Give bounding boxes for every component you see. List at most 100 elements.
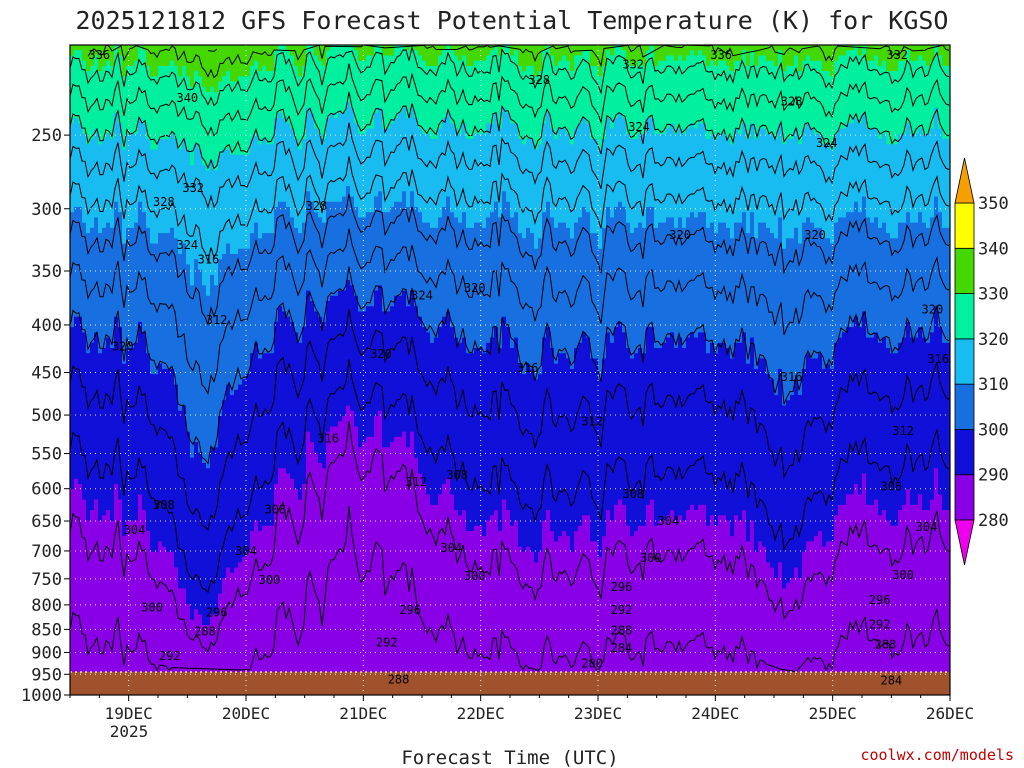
fill-band-segment [362,45,367,62]
fill-band-segment [94,217,99,333]
fill-band-segment [730,238,735,360]
fill-band-segment [486,520,491,673]
fill-band-segment [118,499,123,673]
fill-band-segment [662,520,667,673]
fill-band-segment [338,45,343,114]
fill-band-segment [594,139,599,234]
fill-band-segment [638,348,643,527]
fill-band-segment [478,60,483,135]
contour-value-label: 316 [517,361,539,375]
fill-band-segment [550,530,555,673]
fill-band-segment [750,123,755,213]
fill-band-segment [222,400,227,579]
fill-band-segment [558,222,563,354]
fill-band-segment [358,447,363,673]
fill-band-segment [110,45,115,67]
fill-band-segment [342,45,347,114]
fill-band-segment [414,306,419,459]
fill-band-segment [182,405,187,589]
fill-band-segment [558,128,563,224]
fill-band-segment [930,332,935,501]
fill-band-segment [398,201,403,297]
fill-band-segment [334,45,339,119]
fill-band-segment [570,551,575,673]
fill-band-segment [714,353,719,527]
fill-band-segment [458,515,463,673]
fill-band-segment [118,212,123,328]
fill-band-segment [906,489,911,673]
fill-band-segment [750,520,755,673]
fill-band-segment [638,133,643,224]
fill-band-segment [598,379,603,558]
fill-band-segment [86,45,91,72]
fill-band-segment [658,45,663,62]
fill-band-segment [454,128,459,219]
fill-band-segment [710,342,715,516]
fill-band-segment [686,510,691,673]
y-axis-tick-label: 850 [31,620,62,640]
fill-band-segment [510,348,515,527]
fill-band-segment [94,332,99,501]
fill-band-segment [810,60,815,130]
fill-band-segment [354,45,359,51]
fill-band-segment [682,520,687,673]
fill-band-segment [594,358,599,542]
fill-band-segment [682,133,687,229]
fill-band-segment [730,45,735,72]
fill-band-segment [118,55,123,124]
fill-band-segment [266,353,271,527]
fill-band-segment [218,154,223,260]
fill-band-segment [474,45,479,62]
fill-band-segment [514,123,519,213]
fill-band-segment [830,541,835,673]
fill-band-segment [386,128,391,213]
fill-band-segment [686,45,691,57]
fill-band-segment [910,222,915,339]
fill-band-segment [170,60,175,135]
fill-band-segment [374,415,379,673]
fill-band-segment [222,577,227,673]
fill-band-segment [706,227,711,354]
fill-band-segment [550,45,555,57]
fill-band-segment [714,233,719,354]
fill-band-segment [306,290,311,433]
contour-value-label: 284 [611,641,633,655]
contour-line [70,506,950,673]
fill-band-segment [930,45,935,62]
fill-band-segment [638,60,643,135]
x-axis-tick-label: 20DEC [222,704,270,723]
fill-band-segment [278,45,283,114]
fill-band-segment [438,128,443,219]
fill-band-segment [442,483,447,673]
fill-band-segment [698,45,703,51]
fill-band-segment [742,50,747,124]
fill-band-segment [786,400,791,584]
fill-band-segment [426,45,431,67]
fill-band-segment [374,196,379,292]
fill-band-segment [538,144,543,239]
fill-band-segment [138,45,143,119]
fill-band-segment [658,348,663,522]
fill-band-segment [490,45,495,51]
fill-band-segment [502,191,507,318]
contour-value-label: 328 [528,73,550,87]
fill-band-segment [134,342,139,522]
fill-band-segment [518,65,523,140]
fill-band-segment [214,447,219,616]
fill-band-segment [602,45,607,67]
fill-band-segment [706,65,711,140]
fill-band-segment [218,415,223,595]
fill-band-segment [254,133,259,224]
fill-band-segment [594,541,599,673]
fill-band-segment [178,254,183,412]
fill-band-segment [798,395,803,579]
fill-band-segment [858,494,863,673]
fill-band-segment [250,65,255,140]
fill-band-segment [942,45,947,67]
fill-band-segment [602,536,607,673]
fill-band-segment [90,510,95,673]
fill-band-segment [738,45,743,62]
fill-band-segment [242,76,247,156]
fill-band-segment [806,123,811,219]
fill-band-segment [182,588,187,673]
